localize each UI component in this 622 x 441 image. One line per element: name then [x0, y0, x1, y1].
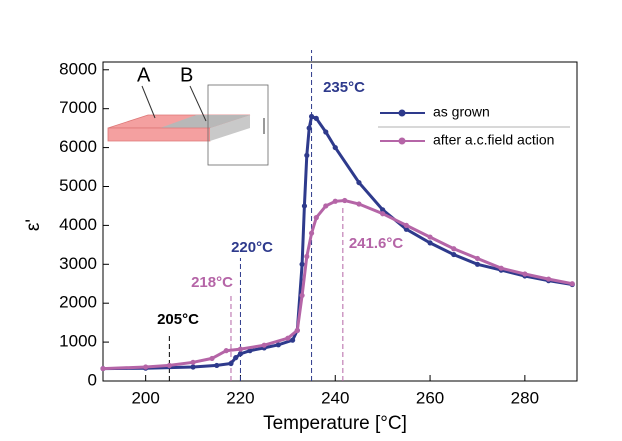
data-point: [427, 240, 433, 246]
y-tick-label: 7000: [59, 98, 97, 117]
x-tick-label: 200: [131, 388, 159, 407]
x-tick-label: 260: [416, 388, 444, 407]
slab-top-gray: [160, 115, 250, 128]
x-axis-label: Temperature [°C]: [263, 413, 407, 434]
data-point: [342, 197, 348, 204]
data-point: [237, 346, 244, 352]
data-point: [299, 292, 305, 299]
data-point: [323, 129, 329, 135]
data-point: [285, 335, 291, 341]
data-point: [403, 226, 409, 232]
data-point: [294, 327, 300, 334]
data-point: [228, 360, 234, 367]
data-point: [290, 337, 296, 343]
data-point: [261, 342, 267, 348]
data-point: [323, 203, 329, 209]
data-point: [301, 203, 308, 209]
slab-front: [107, 127, 211, 142]
data-point: [304, 152, 310, 158]
plot-frame: [102, 61, 578, 382]
data-point: [304, 253, 310, 260]
data-point: [332, 198, 338, 204]
data-point: [100, 365, 106, 372]
legend-label: as grown: [433, 104, 490, 120]
data-point: [223, 348, 229, 354]
y-tick-label: 6000: [59, 137, 97, 156]
data-point: [474, 261, 481, 267]
inset-label: A: [137, 64, 151, 86]
data-point: [166, 362, 172, 369]
data-point: [498, 265, 504, 271]
y-tick-label: 3000: [59, 254, 97, 273]
x-tick-label: 280: [511, 388, 539, 407]
data-point: [451, 246, 457, 252]
data-point: [233, 355, 239, 361]
y-tick-label: 5000: [59, 176, 97, 195]
y-tick-label: 8000: [59, 59, 97, 78]
legend-marker: [398, 109, 406, 117]
data-point: [380, 211, 386, 217]
data-point: [522, 271, 528, 277]
data-point: [356, 201, 362, 207]
data-point: [306, 125, 312, 131]
legend-marker: [398, 137, 406, 145]
legend-label: after a.c.field action: [433, 132, 554, 148]
pointer-b: [189, 85, 207, 122]
pointer-a: [141, 85, 156, 119]
data-point: [308, 113, 315, 120]
data-point: [356, 179, 362, 186]
data-point: [275, 342, 281, 348]
data-point: [474, 255, 481, 262]
data-point: [209, 355, 215, 362]
data-point: [313, 215, 319, 221]
data-point: [569, 281, 575, 287]
data-point: [308, 230, 315, 236]
annotation-label: 241.6°C: [349, 235, 404, 252]
y-tick-label: 2000: [59, 293, 97, 312]
data-point: [451, 251, 457, 258]
data-point: [403, 222, 409, 228]
data-point: [143, 364, 149, 370]
data-point: [247, 348, 253, 354]
data-point: [214, 362, 220, 369]
inset-box: [207, 84, 269, 166]
data-point: [237, 351, 244, 357]
y-tick-label: 4000: [59, 215, 97, 234]
data-point: [190, 364, 196, 370]
x-tick-label: 220: [226, 388, 254, 407]
data-point: [545, 276, 552, 282]
y-axis-label: ε': [23, 219, 44, 231]
annotation-label: 218°C: [191, 274, 233, 291]
y-tick-label: 0: [88, 370, 97, 389]
slab-side: [210, 115, 250, 141]
annotation-label: 220°C: [231, 239, 273, 256]
data-point: [313, 115, 319, 122]
data-point: [427, 234, 433, 240]
inset: A B: [107, 64, 269, 166]
data-point: [332, 144, 338, 151]
inset-label: B: [180, 64, 193, 86]
annotation-label: 205°C: [157, 311, 199, 328]
data-point: [380, 207, 386, 213]
x-tick-label: 240: [321, 388, 349, 407]
y-tick-label: 1000: [59, 332, 97, 351]
data-point: [190, 359, 196, 365]
data-point: [299, 261, 305, 267]
annotation-label: 235°C: [323, 79, 365, 96]
